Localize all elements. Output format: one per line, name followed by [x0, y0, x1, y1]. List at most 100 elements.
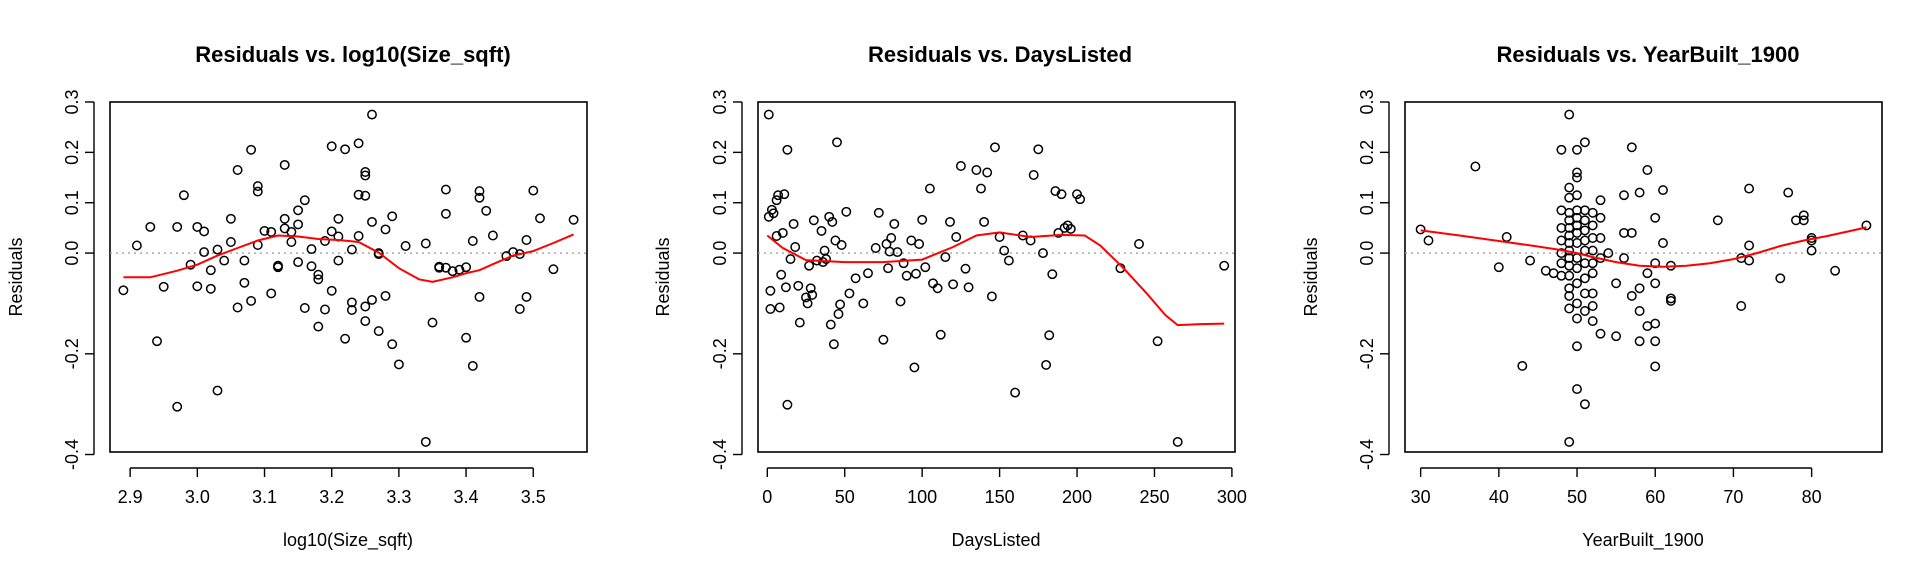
residual-point [1626, 290, 1637, 301]
residual-point [1861, 220, 1872, 231]
residual-point [199, 247, 210, 258]
residual-point [286, 237, 297, 247]
residual-point [825, 319, 836, 330]
residual-point [380, 224, 391, 235]
residual-point [367, 109, 377, 120]
residual-point [152, 336, 162, 347]
residual-point [1736, 301, 1747, 311]
residual-point [373, 326, 384, 337]
y-tick-label: 0.3 [1357, 89, 1377, 114]
residual-point [979, 216, 990, 227]
x-tick-label: 70 [1723, 487, 1743, 507]
residual-point [360, 301, 371, 312]
residual-point [920, 262, 931, 273]
residual-point [1587, 245, 1598, 256]
y-tick-label: 0.0 [1357, 241, 1377, 266]
residual-point [346, 297, 357, 308]
residual-point [955, 161, 966, 171]
residual-point [1642, 268, 1653, 279]
residual-point [1470, 161, 1481, 172]
residual-point [521, 235, 532, 245]
residual-point [326, 285, 337, 296]
residual-point [313, 274, 324, 285]
residual-point [1587, 288, 1598, 299]
residual-point [1798, 215, 1809, 226]
residual-point [895, 296, 906, 307]
x-axis: 2.9 3.0 3.1 3.2 3.3 3.4 3.5 [118, 467, 546, 507]
residual-point [246, 295, 257, 306]
x-tick-label: 50 [835, 487, 855, 507]
residual-point [1572, 341, 1582, 352]
residual-point [467, 236, 478, 246]
residual-point [326, 141, 337, 152]
residual-point [461, 332, 472, 343]
residual-point [1579, 399, 1590, 410]
y-tick-label: -0.2 [710, 338, 730, 369]
residual-point [1572, 313, 1582, 324]
y-tick-label: 0.1 [62, 190, 82, 215]
residual-point [870, 243, 881, 253]
residual-point [293, 205, 304, 216]
residual-point [1075, 194, 1086, 205]
residual-point [346, 305, 357, 315]
residual-point [440, 184, 451, 195]
x-tick-label: 3.2 [319, 487, 344, 507]
residual-point [963, 282, 974, 293]
residual-point [172, 401, 183, 412]
x-tick-label: 150 [985, 487, 1015, 507]
residual-point [1517, 360, 1528, 371]
residual-point [205, 265, 216, 276]
residual-point [774, 302, 785, 313]
residual-point [1564, 283, 1575, 294]
residual-point [911, 268, 921, 279]
residual-point [487, 230, 498, 241]
residual-point [1587, 301, 1598, 311]
x-tick-label: 2.9 [118, 487, 143, 507]
residual-point [850, 273, 861, 284]
residual-point [1650, 258, 1661, 269]
residual-point [1053, 227, 1064, 238]
residual-point [951, 232, 962, 242]
residual-point [1572, 220, 1582, 231]
x-tick-label: 3.1 [252, 487, 277, 507]
y-axis: -0.4 -0.2 0.0 0.1 0.2 0.3 [710, 89, 743, 470]
residual-point [454, 264, 465, 275]
x-axis: 30 40 50 60 70 80 [1411, 467, 1822, 507]
residual-point [1572, 190, 1582, 201]
x-tick-label: 300 [1217, 487, 1247, 507]
residual-point [945, 216, 955, 227]
residual-point [320, 236, 330, 246]
y-axis-label: Residuals [1301, 237, 1321, 316]
residual-point [1634, 187, 1645, 198]
residual-point [1564, 182, 1575, 193]
lowess-smooth-line [1420, 226, 1867, 268]
residual-point [785, 254, 796, 265]
residual-point [178, 190, 189, 201]
residual-point [771, 195, 782, 206]
residual-point [514, 304, 525, 314]
residual-point [982, 167, 993, 178]
residual-point [360, 167, 371, 177]
residual-point [293, 257, 304, 268]
y-axis-label: Residuals [6, 237, 26, 316]
residual-point [1783, 187, 1794, 198]
residual-point [1003, 255, 1014, 266]
residual-point [1172, 436, 1183, 447]
x-axis-label: YearBuilt_1900 [1582, 530, 1703, 551]
x-axis-label: log10(Size_sqft) [283, 530, 413, 551]
residual-point [932, 283, 943, 294]
residual-point [353, 189, 364, 200]
x-tick-label: 3.3 [386, 487, 411, 507]
residual-point [158, 281, 169, 292]
residual-point [1658, 238, 1668, 248]
residual-point [1501, 232, 1512, 242]
residual-point [1072, 189, 1082, 200]
x-tick-label: 250 [1139, 487, 1169, 507]
x-tick-label: 3.5 [521, 487, 546, 507]
residual-point [568, 214, 579, 225]
residual-point [940, 252, 951, 263]
residual-point [1579, 215, 1590, 226]
residual-point [824, 211, 835, 222]
y-axis: -0.4 -0.2 0.0 0.1 0.2 0.3 [62, 89, 95, 470]
